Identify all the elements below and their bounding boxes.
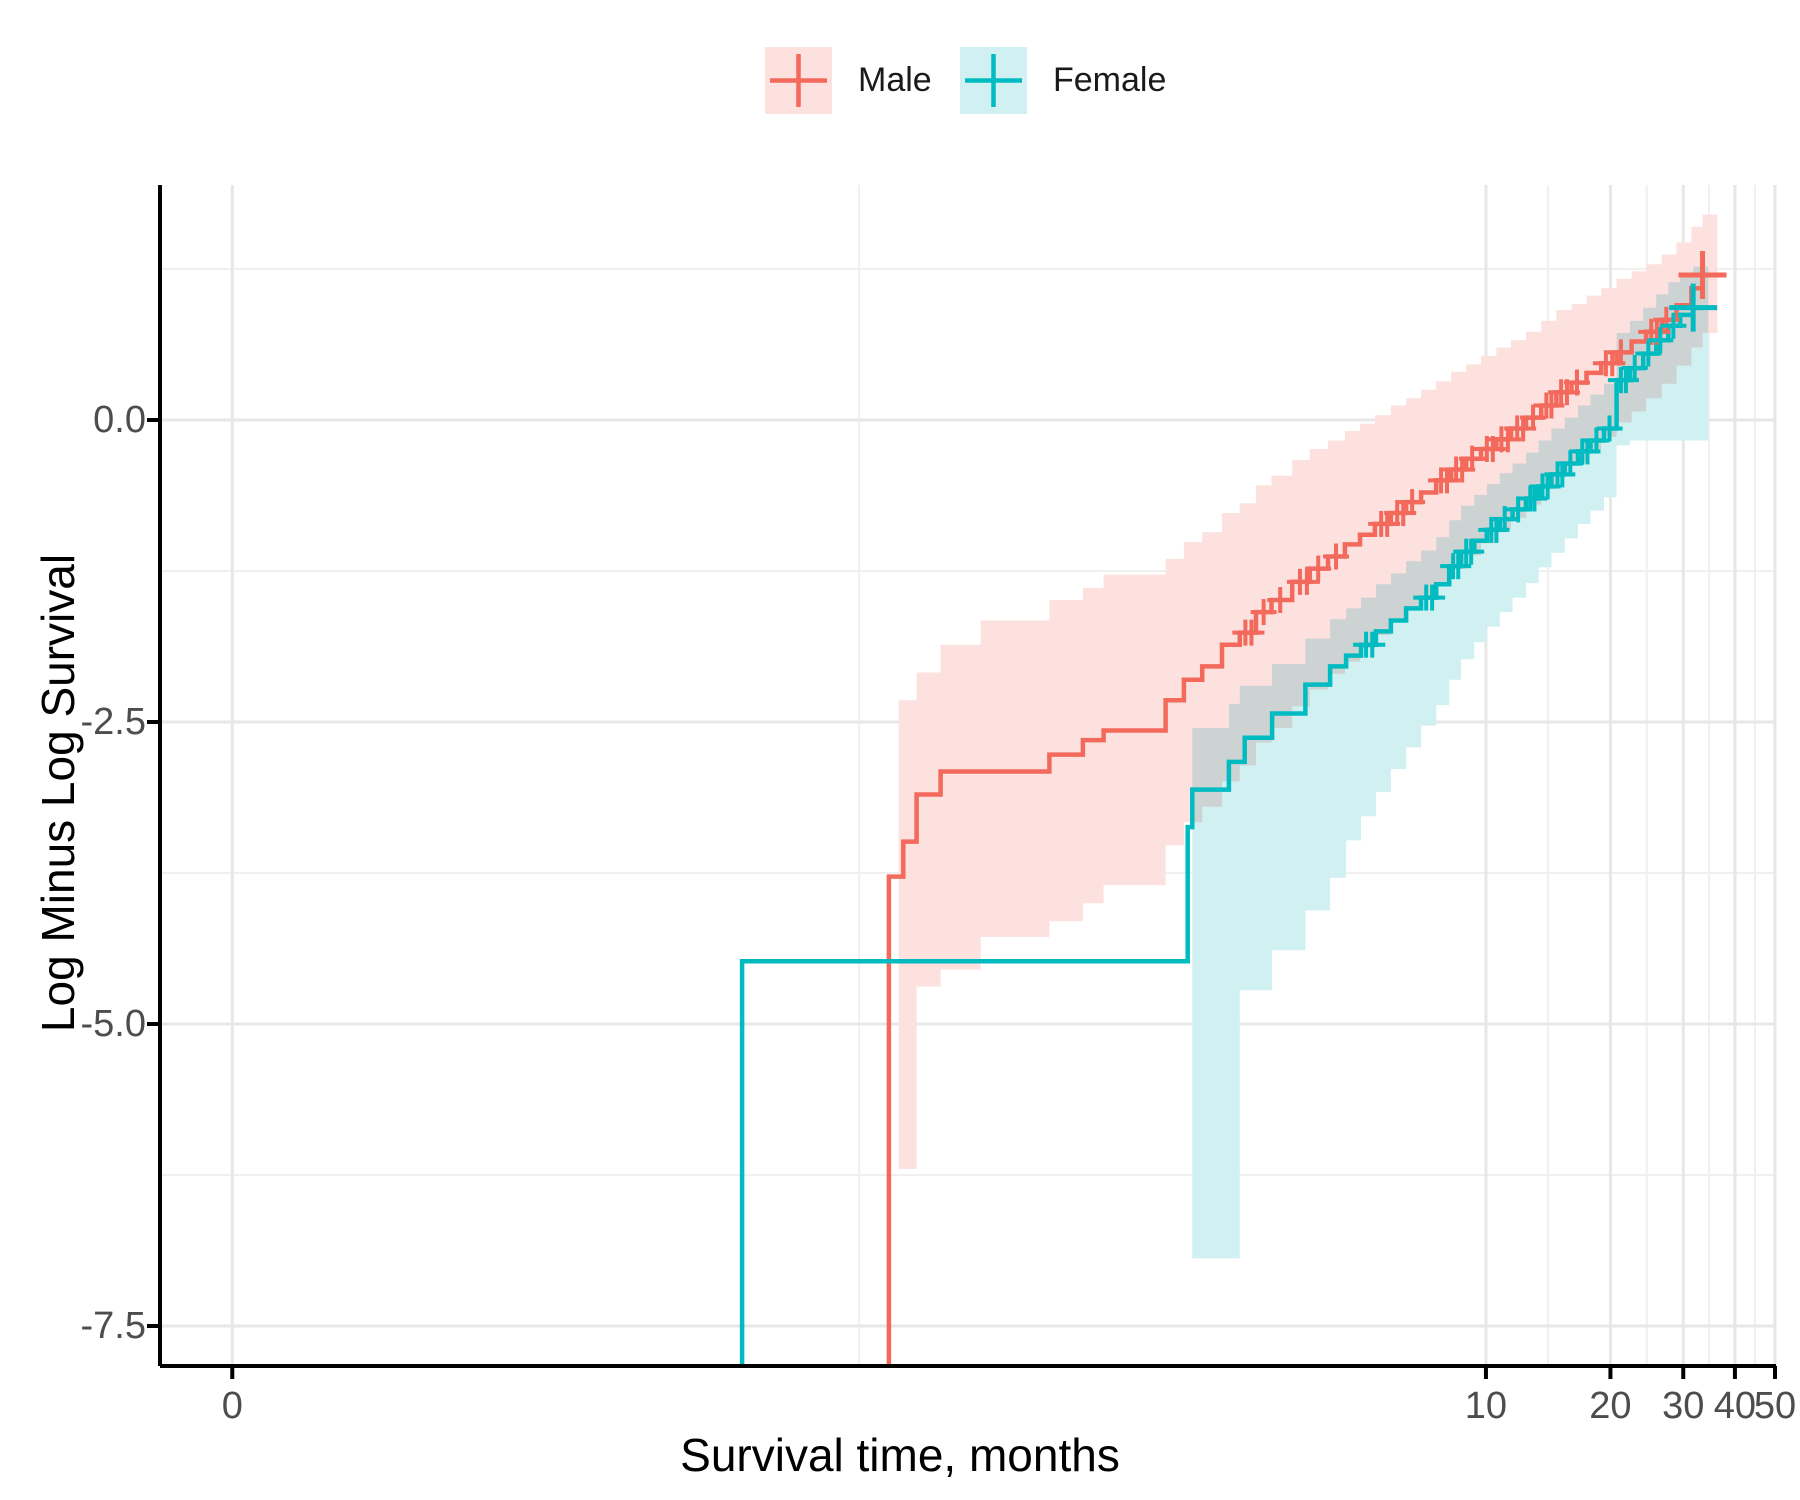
x-tick-label-1: 10: [1464, 1385, 1508, 1427]
female-censor-cross-icon: [965, 53, 1022, 107]
confidence-bands: [898, 214, 1718, 1259]
male-censor-cross-icon: [770, 53, 827, 107]
female-survival-curve: [739, 305, 1709, 1366]
legend-key-female: [960, 46, 1027, 114]
legend-item-female: Female: [960, 30, 1166, 130]
y-tick-label-1: -2.5: [80, 701, 146, 743]
male-censor-marks: [1232, 251, 1727, 646]
x-tick-label-2: 20: [1589, 1385, 1632, 1427]
legend-item-male: Male: [765, 30, 932, 130]
y-tick-label-0: 0.0: [93, 399, 146, 441]
x-tick-label-3: 30: [1662, 1385, 1705, 1427]
x-tick-label-4: 40: [1713, 1385, 1757, 1427]
y-tick-label-2: -5.0: [80, 1003, 146, 1045]
legend-label-male: Male: [858, 60, 932, 99]
legend: Male Female: [0, 30, 1800, 140]
axes: [147, 185, 1777, 1379]
x-tick-label-5: 50: [1753, 1385, 1797, 1427]
y-axis-title: Log Minus Log Survival: [32, 553, 84, 1033]
female-censor-marks: [1353, 283, 1718, 658]
y-tick-label-3: -7.5: [80, 1305, 146, 1347]
x-axis-title: Survival time, months: [680, 1429, 1120, 1481]
x-tick-label-0: 0: [221, 1385, 243, 1427]
legend-key-male: [765, 46, 832, 114]
legend-label-female: Female: [1053, 60, 1167, 99]
female-confidence-band: [1192, 266, 1709, 1259]
